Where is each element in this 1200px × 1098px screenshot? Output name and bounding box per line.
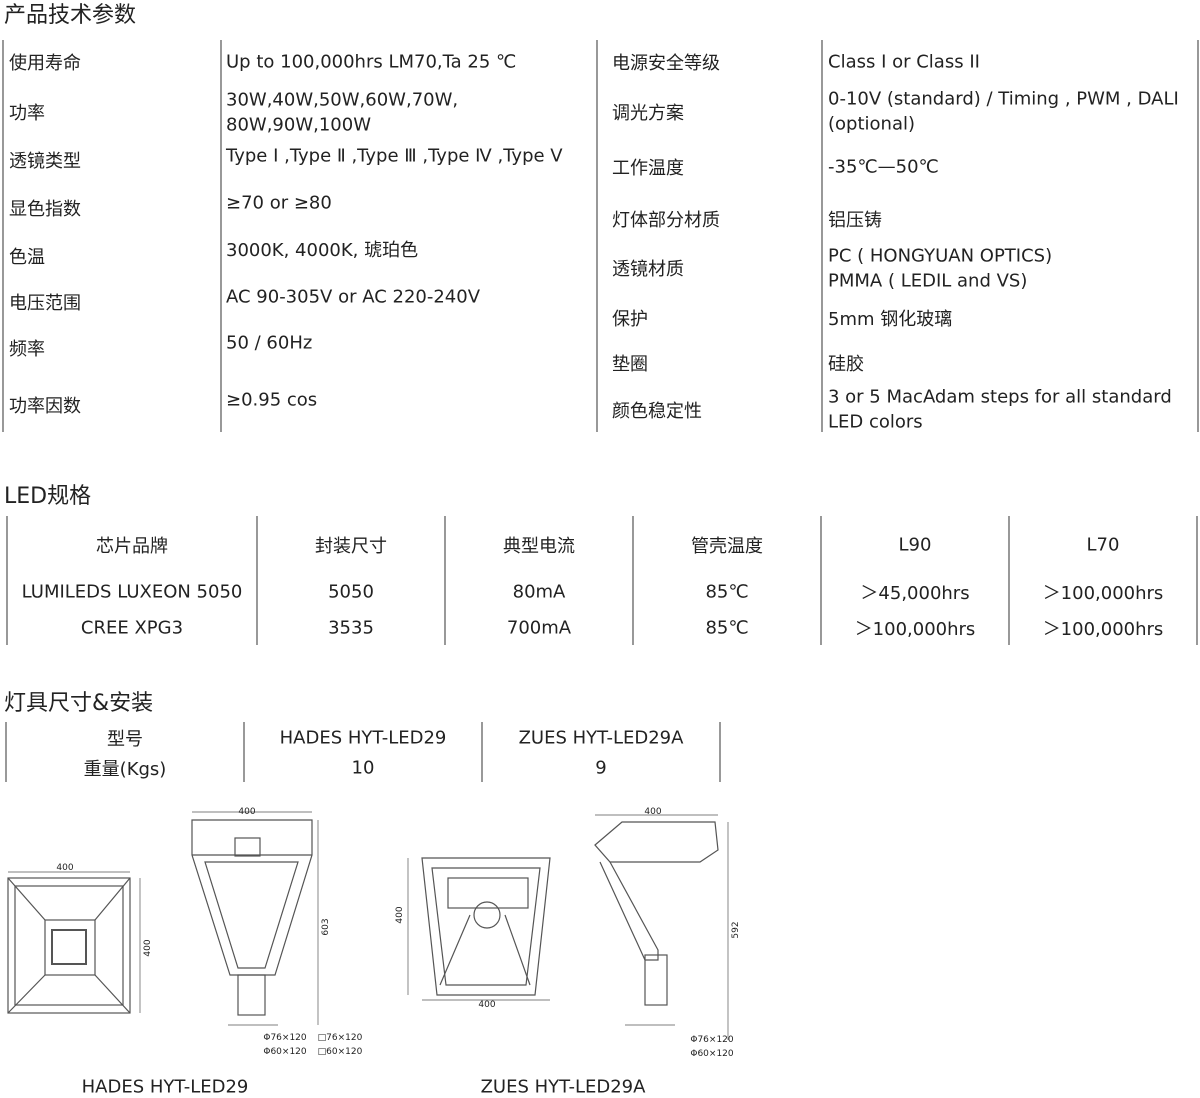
- spec-value: Up to 100,000hrs LM70,Ta 25 ℃: [226, 51, 517, 73]
- spec-label: 颜色稳定性: [612, 401, 702, 422]
- spec-label: 使用寿命: [9, 53, 81, 74]
- led-header: L90: [898, 534, 932, 556]
- dimension-label: Φ76×120: [690, 1035, 734, 1045]
- led-cell: LUMILEDS LUXEON 5050: [21, 581, 243, 603]
- spec-label: 垫圈: [612, 354, 648, 375]
- spec-label: 透镜类型: [9, 151, 81, 172]
- dimension-label: 603: [321, 918, 331, 936]
- spec-label: 显色指数: [9, 199, 81, 220]
- spec-value: AC 90-305V or AC 220-240V: [226, 286, 481, 308]
- led-cell: ＞100,000hrs: [854, 619, 976, 640]
- led-header: 封装尺寸: [315, 536, 387, 557]
- drawing-caption: ZUES HYT-LED29A: [480, 1076, 646, 1098]
- dimension-label: 400: [56, 863, 74, 873]
- fixture-cell: 9: [595, 757, 607, 779]
- spec-value: PC ( HONGYUAN OPTICS): [828, 245, 1053, 267]
- spec-label: 功率因数: [9, 396, 81, 417]
- led-cell: 5050: [328, 581, 374, 603]
- spec-value: 30W,40W,50W,60W,70W,: [226, 89, 459, 111]
- drawing-zues-side: [594, 814, 729, 1040]
- led-table-lines: [6, 516, 1198, 645]
- dimension-label: 400: [644, 807, 662, 817]
- spec-label: 频率: [9, 339, 45, 360]
- spec-label: 工作温度: [612, 158, 684, 179]
- section-title: LED规格: [4, 484, 92, 509]
- dimension-label: 400: [395, 906, 405, 924]
- led-header: 管壳温度: [691, 536, 763, 557]
- dimension-label: Φ60×120: [690, 1049, 734, 1059]
- spec-value: 80W,90W,100W: [226, 114, 372, 136]
- drawing-caption: HADES HYT-LED29: [81, 1076, 249, 1098]
- dimension-label: Φ76×120: [263, 1033, 307, 1043]
- spec-value: 50 / 60Hz: [226, 332, 313, 354]
- dimension-label: 400: [478, 1000, 496, 1010]
- fixture-header: ZUES HYT-LED29A: [518, 727, 684, 749]
- spec-label: 电源安全等级: [612, 53, 720, 74]
- led-cell: 85℃: [705, 617, 749, 639]
- spec-value: 5mm 钢化玻璃: [828, 309, 953, 330]
- led-cell: 80mA: [512, 581, 566, 603]
- spec-value: 3 or 5 MacAdam steps for all standard: [828, 386, 1172, 408]
- spec-value: PMMA ( LEDIL and VS): [828, 270, 1028, 292]
- dimension-label: 592: [731, 921, 741, 939]
- spec-table-lines: [2, 40, 1199, 432]
- spec-value: 铝压铸: [828, 210, 882, 231]
- section-title: 灯具尺寸&安装: [4, 691, 154, 716]
- fixture-header: 型号: [107, 729, 143, 750]
- drawing-hades-side: [191, 811, 319, 1026]
- drawing-hades-top: [7, 871, 141, 1014]
- dimension-label: □76×120: [317, 1033, 363, 1043]
- spec-label: 色温: [9, 247, 45, 268]
- spec-value: LED colors: [828, 411, 923, 433]
- dimension-label: 400: [238, 807, 256, 817]
- fixture-table-lines: [5, 722, 721, 782]
- dimension-label: 400: [143, 939, 153, 957]
- section-title: 产品技术参数: [4, 3, 137, 28]
- drawing-zues-top: [407, 857, 551, 1001]
- dimension-label: □60×120: [317, 1047, 363, 1057]
- dimension-label: Φ60×120: [263, 1047, 307, 1057]
- spec-label: 调光方案: [612, 103, 684, 124]
- led-header: 典型电流: [503, 536, 575, 557]
- led-header: L70: [1086, 534, 1120, 556]
- spec-label: 电压范围: [9, 293, 81, 314]
- led-cell: 700mA: [506, 617, 572, 639]
- spec-label: 灯体部分材质: [612, 210, 720, 231]
- spec-value: (optional): [828, 113, 915, 135]
- fixture-cell: 10: [351, 757, 375, 779]
- spec-value: 0-10V (standard) / Timing , PWM , DALI: [828, 88, 1179, 110]
- led-cell: CREE XPG3: [80, 617, 184, 639]
- spec-value: -35℃—50℃: [828, 156, 939, 178]
- spec-value: ≥0.95 cos: [226, 389, 318, 411]
- led-header: 芯片品牌: [96, 536, 168, 557]
- led-cell: ＞100,000hrs: [1042, 619, 1164, 640]
- led-cell: ＞45,000hrs: [860, 583, 970, 604]
- spec-label: 功率: [9, 103, 45, 124]
- spec-label: 透镜材质: [612, 259, 684, 280]
- led-cell: 3535: [328, 617, 374, 639]
- spec-value: Type Ⅰ ,Type Ⅱ ,Type Ⅲ ,Type Ⅳ ,Type Ⅴ: [226, 145, 563, 167]
- led-cell: ＞100,000hrs: [1042, 583, 1164, 604]
- spec-value: 3000K, 4000K, 琥珀色: [226, 240, 419, 261]
- spec-value: ≥70 or ≥80: [226, 192, 332, 214]
- spec-value: 硅胶: [828, 354, 864, 375]
- spec-value: Class I or Class II: [828, 51, 980, 73]
- fixture-cell: 重量(Kgs): [83, 759, 167, 780]
- fixture-header: HADES HYT-LED29: [279, 727, 447, 749]
- led-cell: 85℃: [705, 581, 749, 603]
- spec-label: 保护: [612, 309, 648, 330]
